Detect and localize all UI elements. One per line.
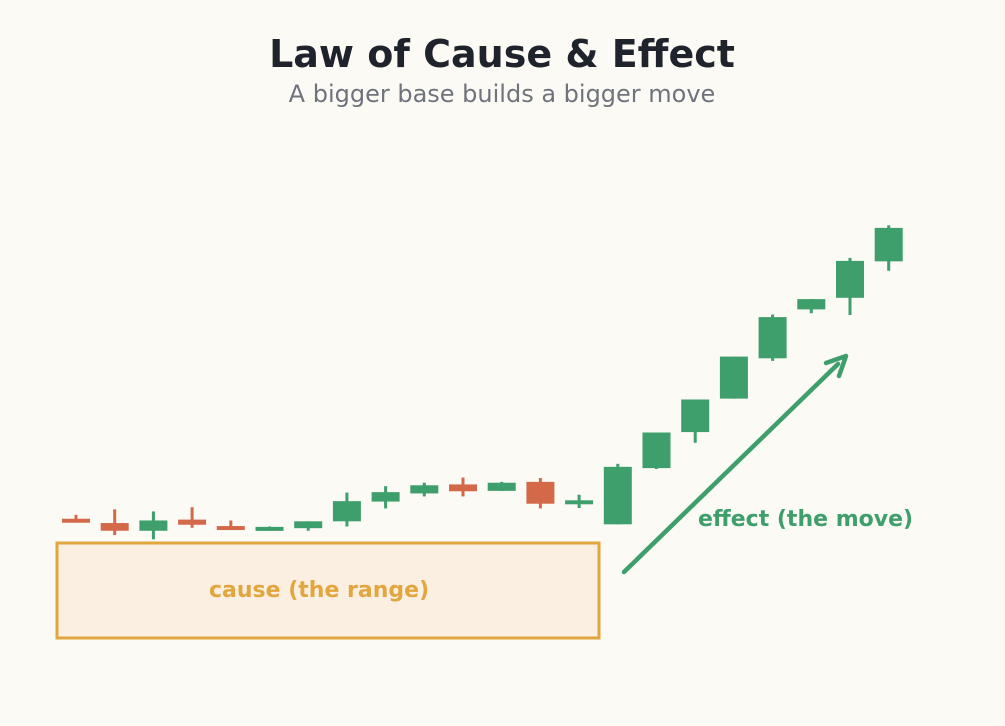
candle-5: [216, 520, 245, 531]
candle-body: [294, 521, 323, 529]
candle-12: [487, 481, 516, 491]
candle-body: [139, 520, 168, 531]
candle-body: [178, 519, 207, 525]
candle-body: [874, 227, 903, 262]
arrow-head: [823, 353, 849, 379]
chart-title: Law of Cause & Effect: [269, 32, 735, 76]
effect-label: effect (the move): [698, 507, 913, 532]
candle-9: [371, 486, 400, 509]
candle-3: [139, 511, 168, 540]
candle-1: [62, 514, 90, 523]
candle-4: [178, 507, 207, 528]
candle-body: [565, 500, 594, 505]
effect-arrow: [621, 353, 849, 575]
candle-body: [371, 492, 400, 502]
candle-22: [874, 225, 903, 271]
chart-subtitle: A bigger base builds a bigger move: [289, 80, 716, 108]
candle-body: [642, 432, 671, 469]
candle-6: [255, 526, 284, 531]
candle-14: [565, 494, 594, 509]
candle-body: [719, 356, 748, 399]
candle-body: [62, 518, 90, 523]
candle-19: [758, 314, 787, 361]
candle-body: [681, 399, 710, 433]
candle-10: [410, 482, 439, 497]
candle-body: [797, 299, 826, 310]
candle-body: [332, 501, 361, 522]
candle-20: [797, 299, 826, 314]
cause-label: cause (the range): [209, 578, 429, 603]
candle-15: [603, 463, 632, 525]
candle-7: [294, 521, 323, 531]
candle-body: [487, 482, 516, 491]
candle-2: [100, 509, 129, 536]
candle-body: [449, 484, 477, 492]
candle-body: [603, 466, 632, 525]
candle-21: [836, 257, 864, 315]
candle-body: [758, 317, 787, 359]
candle-body: [410, 485, 439, 494]
candle-body: [100, 523, 129, 531]
range-box: [55, 541, 601, 640]
candle-body: [216, 526, 245, 531]
candle-17: [681, 399, 710, 443]
candle-18: [719, 356, 748, 399]
candle-body: [526, 481, 555, 504]
candle-body: [836, 260, 864, 298]
candle-13: [526, 477, 555, 509]
candle-body: [255, 526, 284, 531]
candles-layer: [62, 225, 903, 540]
arrow-shaft: [621, 361, 841, 575]
candle-16: [642, 432, 671, 469]
candle-8: [332, 492, 361, 527]
candle-11: [449, 477, 477, 497]
